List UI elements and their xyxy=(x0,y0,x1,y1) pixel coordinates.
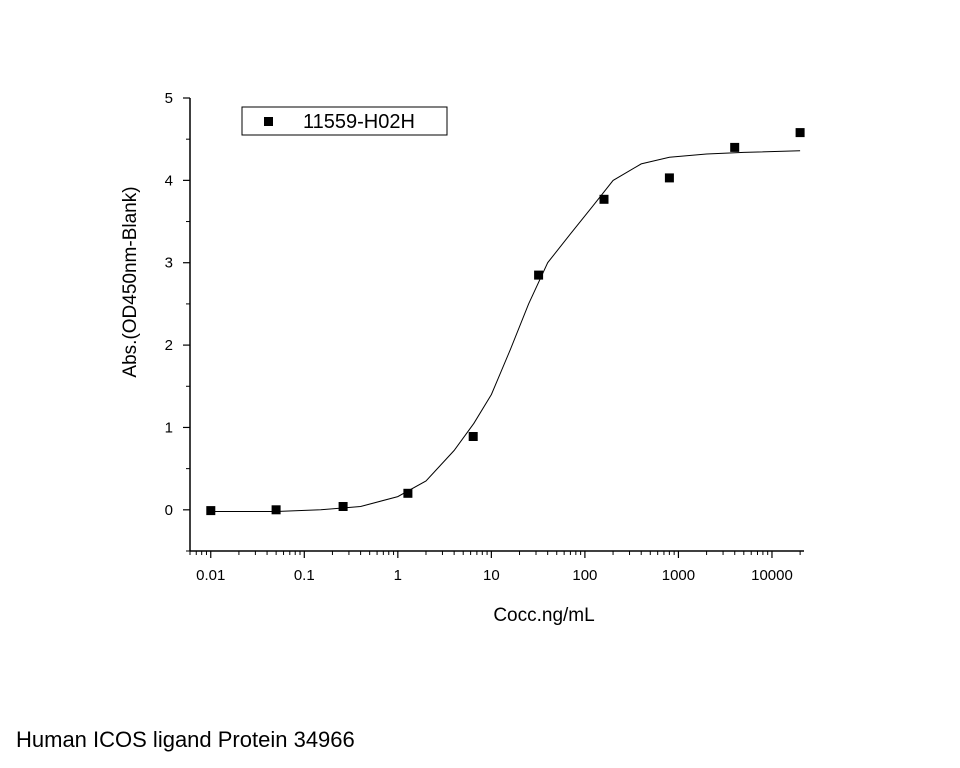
legend-box xyxy=(241,106,448,136)
x-tick-label: 0.1 xyxy=(294,567,315,584)
x-axis: 0.01 0.1 1 10 100 1000 10000 xyxy=(189,550,804,584)
chart: 0 1 2 3 4 5 0.01 0.1 1 10 100 1000 10000 Abs.(OD450… xyxy=(120,90,805,626)
y-tick-label: 4 xyxy=(165,172,173,189)
x-ticks: 0.01 0.1 1 10 100 1000 10000 xyxy=(189,551,801,584)
x-tick-label: 1000 xyxy=(662,567,695,584)
x-tick-label: 10 xyxy=(483,567,500,584)
legend-label: 11559-H02H xyxy=(303,111,415,133)
x-axis-title: Cocc.ng/mL xyxy=(493,605,594,626)
x-tick-label: 1 xyxy=(394,567,402,584)
y-axis-title: Abs.(OD450nm-Blank) xyxy=(120,186,141,377)
x-tick-label: 10000 xyxy=(751,567,793,584)
y-tick-label: 2 xyxy=(165,337,173,354)
data-point xyxy=(338,502,348,511)
x-tick-label: 100 xyxy=(572,567,597,584)
y-tick-label: 1 xyxy=(165,419,173,436)
fit-curve xyxy=(210,150,801,512)
data-point xyxy=(403,488,413,498)
y-tick-label: 5 xyxy=(165,90,173,107)
figure-caption: Human ICOS ligand Protein 34966 xyxy=(16,727,355,752)
legend-marker xyxy=(264,117,273,126)
data-point xyxy=(795,128,805,138)
legend: 11559-H02H xyxy=(241,106,448,136)
y-tick-label: 3 xyxy=(165,255,173,272)
data-point xyxy=(730,142,740,152)
data-point xyxy=(599,194,609,204)
x-tick-label: 0.01 xyxy=(196,567,225,584)
y-axis: 0 1 2 3 4 5 xyxy=(165,90,191,552)
y-ticks: 0 1 2 3 4 5 xyxy=(165,90,190,552)
data-point xyxy=(271,505,281,515)
data-point xyxy=(468,432,478,441)
data-points xyxy=(206,128,805,516)
data-point xyxy=(534,270,544,280)
data-point xyxy=(206,506,216,516)
data-point xyxy=(664,173,674,183)
y-tick-label: 0 xyxy=(165,502,173,519)
